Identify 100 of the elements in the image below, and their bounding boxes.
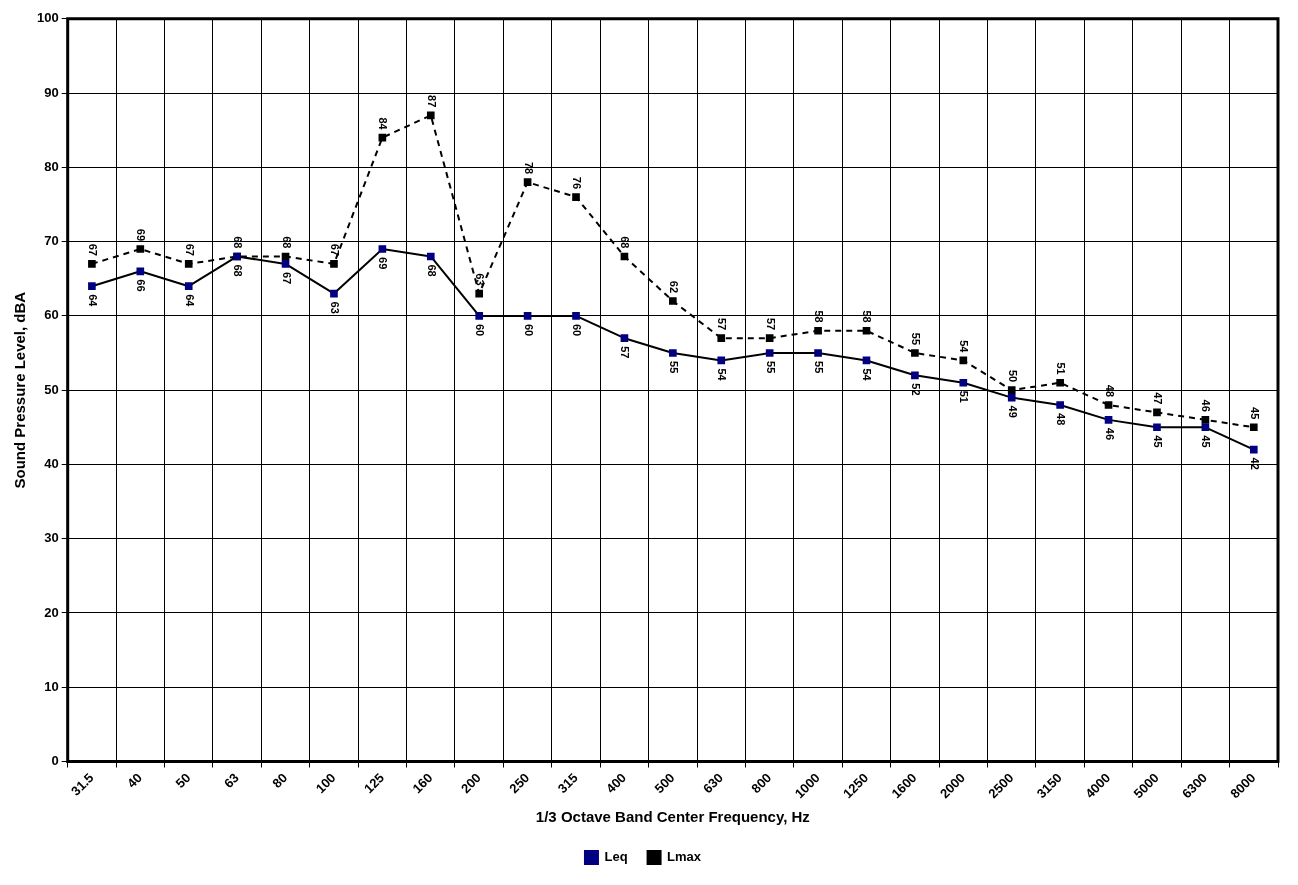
data-label: 57: [764, 317, 777, 331]
data-label: 45: [1151, 435, 1164, 448]
point: [1153, 408, 1161, 417]
data-label: 47: [1151, 392, 1164, 405]
data-label: 68: [425, 264, 438, 277]
point: [959, 356, 968, 365]
point: [1249, 423, 1258, 432]
point: [669, 349, 677, 357]
x-tick-label: 50: [172, 770, 194, 791]
data-label: 62: [667, 280, 680, 294]
y-tick-label: 80: [44, 158, 59, 174]
point: [1104, 416, 1113, 424]
point: [330, 289, 338, 298]
x-tick-label: 315: [554, 770, 581, 797]
point: [669, 297, 677, 305]
y-tick-label: 50: [44, 381, 59, 397]
data-label: 64: [183, 294, 196, 308]
x-tick-label: 800: [748, 770, 775, 797]
x-tick-label: 200: [457, 770, 484, 797]
data-label: 66: [135, 279, 148, 292]
point: [88, 260, 96, 268]
y-tick-label: 60: [44, 307, 59, 323]
data-label: 45: [1248, 407, 1261, 420]
point: [281, 260, 290, 268]
point: [88, 282, 96, 291]
data-label: 60: [474, 323, 487, 337]
point: [1249, 445, 1258, 454]
point: [620, 334, 629, 342]
x-axis-title: 1/3 Octave Band Center Frequency, Hz: [535, 808, 810, 826]
point: [572, 312, 580, 320]
data-label: 69: [377, 257, 390, 270]
point: [911, 371, 919, 380]
data-label: 51: [1055, 362, 1068, 375]
x-tick-label: 400: [603, 770, 630, 797]
point: [475, 312, 484, 320]
x-tick-label: 40: [124, 770, 145, 791]
data-label: 55: [764, 361, 777, 374]
point: [475, 289, 484, 298]
data-label: 84: [377, 117, 390, 131]
point: [1153, 423, 1161, 432]
data-label: 46: [1200, 399, 1213, 412]
x-tick-label: 125: [361, 770, 388, 797]
point: [136, 267, 145, 276]
x-tick-label: 500: [651, 770, 678, 797]
y-tick-label: 30: [44, 530, 59, 546]
x-tick-label: 160: [409, 770, 436, 797]
data-label: 76: [570, 176, 583, 190]
point: [717, 334, 726, 342]
point: [523, 178, 532, 187]
y-tick-label: 90: [44, 84, 59, 100]
point: [1104, 401, 1113, 409]
point: [184, 282, 193, 291]
data-label: 48: [1055, 413, 1068, 426]
y-tick-label: 0: [51, 753, 59, 769]
data-label: 51: [958, 390, 971, 403]
point: [523, 312, 532, 320]
data-label: 67: [280, 271, 293, 285]
point: [426, 111, 435, 120]
point: [765, 334, 774, 342]
x-tick-label: 250: [506, 770, 533, 797]
x-tick-label: 630: [699, 770, 726, 797]
point: [1007, 386, 1016, 394]
y-tick-label: 10: [44, 678, 59, 694]
point: [862, 326, 871, 335]
data-label: 68: [232, 264, 245, 277]
data-label: 50: [1006, 369, 1019, 383]
data-label: 55: [909, 332, 922, 346]
data-label: 57: [716, 317, 729, 331]
data-label: 60: [570, 323, 583, 337]
point: [765, 349, 774, 357]
point: [1201, 423, 1210, 432]
data-label: 54: [861, 368, 874, 382]
point: [911, 349, 919, 357]
point: [1056, 401, 1064, 409]
y-axis-title: Sound Pressure Level, dBA: [11, 291, 29, 489]
point: [1007, 393, 1016, 402]
point: [1056, 378, 1064, 387]
point: [184, 260, 193, 268]
point: [959, 378, 968, 387]
y-tick-label: 100: [36, 10, 59, 26]
y-tick-label: 20: [44, 604, 59, 620]
point: [378, 245, 387, 253]
data-label: 57: [619, 346, 632, 359]
x-tick-label: 100: [312, 770, 339, 797]
data-label: 54: [716, 368, 729, 382]
point: [330, 260, 338, 268]
legend-label: Lmax: [667, 849, 702, 865]
point: [136, 245, 145, 253]
point: [572, 193, 580, 201]
y-tick-label: 40: [44, 456, 59, 472]
data-label: 48: [1103, 384, 1116, 398]
legend-label: Leq: [604, 849, 628, 865]
point: [426, 252, 435, 261]
y-tick-label: 70: [44, 233, 59, 249]
data-label: 69: [135, 228, 148, 242]
data-label: 64: [86, 294, 99, 308]
data-label: 63: [328, 301, 341, 314]
data-label: 49: [1006, 405, 1019, 418]
x-tick-label: 63: [220, 770, 242, 791]
point: [814, 326, 822, 335]
